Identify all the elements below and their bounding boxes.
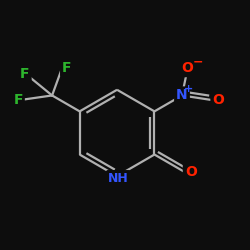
Text: NH: NH [108,172,128,185]
Text: O: O [212,93,224,107]
Text: +: + [184,84,194,94]
Text: F: F [13,93,23,107]
Text: −: − [193,56,203,69]
Text: F: F [20,67,30,81]
Text: N: N [176,88,188,102]
Text: O: O [182,61,194,75]
Text: F: F [62,61,72,75]
Text: O: O [185,164,197,178]
